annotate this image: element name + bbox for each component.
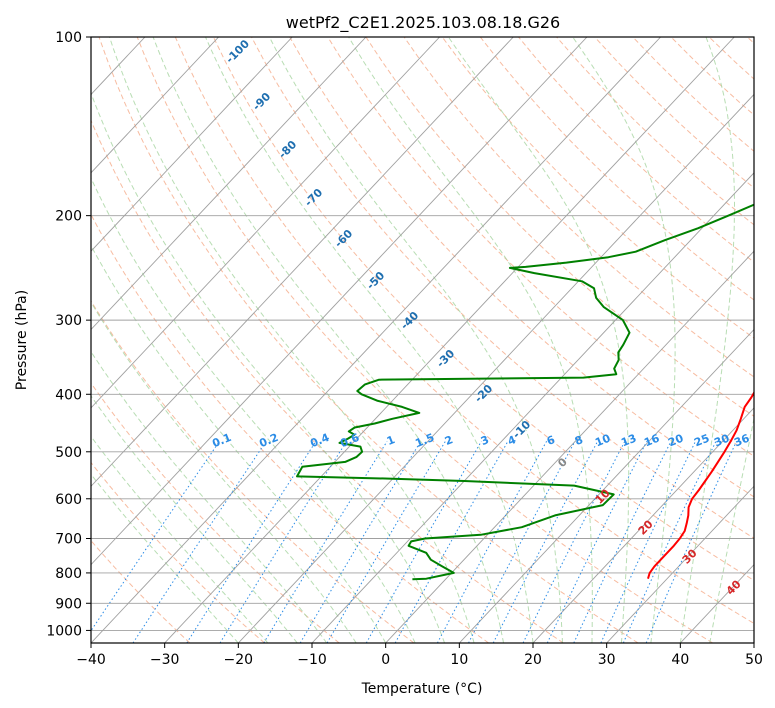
- mixing-ratio-label: 10: [593, 432, 612, 450]
- isotherm: [606, 485, 754, 643]
- isotherm: [91, 37, 514, 487]
- isotherm: [385, 250, 754, 643]
- moist-adiabat: [679, 37, 735, 643]
- y-tick-label: 800: [55, 566, 82, 582]
- y-tick-label: 1000: [46, 623, 82, 639]
- isotherm: [238, 93, 754, 643]
- chart-title: wetPf2_C2E1.2025.103.08.18.G26: [286, 13, 560, 33]
- isotherm: [91, 37, 588, 566]
- y-tick-label: 700: [55, 532, 82, 548]
- isotherm: [459, 328, 754, 643]
- x-tick-label: 50: [745, 652, 763, 668]
- x-tick-label: −10: [297, 652, 327, 668]
- isotherm: [91, 37, 367, 331]
- mixing-ratio-label: 13: [619, 432, 638, 450]
- dry-adiabat: [91, 539, 191, 643]
- dry-adiabat: [91, 119, 564, 643]
- axes: −40 −30 −20 −10 0 10 20 30 40 50 100 200 300 400 500 60…: [46, 30, 763, 668]
- mixing-ratio-line: [436, 441, 548, 643]
- mixing-ratio-line: [394, 441, 509, 643]
- isotherm: [91, 37, 440, 409]
- mixing-ratio-line: [299, 441, 422, 643]
- dry-adiabat: [91, 461, 265, 643]
- moist-adiabat: [91, 244, 387, 643]
- mixing-ratio-line: [645, 441, 738, 643]
- y-axis-label: Pressure (hPa): [14, 290, 30, 390]
- moist-adiabat: [91, 301, 357, 643]
- isotherm: [164, 37, 735, 643]
- moist-adiabat: [572, 37, 676, 643]
- moist-adiabat: [447, 37, 630, 643]
- mixing-ratio-line: [326, 441, 446, 643]
- mixing-ratio-line: [546, 441, 648, 643]
- x-tick-label: 40: [671, 652, 689, 668]
- moist-adiabat: [91, 91, 446, 643]
- dry-adiabat: [136, 37, 713, 643]
- data-layer: [296, 203, 754, 581]
- moist-adiabat: [709, 416, 754, 643]
- dry-adiabat: [289, 37, 754, 498]
- mixing-ratio-label: 1: [385, 433, 397, 448]
- dry-adiabat: [174, 37, 754, 625]
- moist-adiabat: [91, 473, 239, 643]
- isotherm: [311, 172, 754, 643]
- y-tick-label: 100: [55, 30, 82, 46]
- moist-adiabat: [152, 37, 504, 643]
- mixing-ratio-label: 30: [712, 432, 731, 450]
- mixing-ratio-label: 36: [732, 432, 751, 450]
- mixing-ratio-line: [219, 441, 348, 643]
- plot-frame: [90, 36, 755, 644]
- x-tick-label: −30: [150, 652, 180, 668]
- mixing-ratio-label: 3: [479, 433, 491, 448]
- x-tick-label: 0: [381, 652, 390, 668]
- mixing-ratio-line: [91, 441, 220, 632]
- mixing-ratio-label: 20: [666, 432, 685, 450]
- background-lines: [91, 37, 754, 643]
- dry-adiabat: [403, 37, 754, 378]
- mixing-ratio-line: [263, 441, 388, 643]
- isotherm: [91, 37, 661, 643]
- dry-adiabat: [251, 37, 754, 539]
- y-tick-label: 300: [55, 313, 82, 329]
- x-tick-label: −40: [76, 652, 106, 668]
- dry-adiabat: [212, 37, 754, 582]
- moist-adiabat: [205, 37, 534, 643]
- x-axis-label: Temperature (°C): [361, 681, 483, 697]
- mixing-ratio-label: 25: [692, 432, 711, 450]
- y-tick-label: 900: [55, 596, 82, 612]
- dry-adiabat: [441, 37, 754, 339]
- mixing-ratio-label: 2: [443, 433, 455, 448]
- mixing-ratio-line: [186, 441, 317, 643]
- moist-adiabat: [268, 37, 563, 643]
- temperature-profile-line: [647, 390, 754, 579]
- x-tick-label: −20: [224, 652, 254, 668]
- dry-adiabat: [327, 37, 754, 457]
- mixing-ratio-label: 8: [573, 433, 585, 448]
- mixing-ratio-line: [365, 441, 482, 643]
- x-tick-label: 30: [598, 652, 616, 668]
- dry-adiabat: [91, 213, 489, 643]
- moist-adiabat: [91, 350, 328, 643]
- y-tick-label: 500: [55, 445, 82, 461]
- dry-adiabat: [98, 37, 639, 643]
- isotherm: [532, 407, 754, 643]
- mixing-ratio-line: [132, 441, 267, 643]
- x-tick-label: 20: [524, 652, 542, 668]
- mixing-ratio-label: 16: [642, 432, 661, 450]
- isotherm: [91, 37, 293, 252]
- x-tick-label: 10: [450, 652, 468, 668]
- y-tick-label: 600: [55, 492, 82, 508]
- moist-adiabat: [91, 435, 269, 643]
- isotherm: [91, 37, 219, 174]
- y-tick-label: 200: [55, 209, 82, 225]
- moist-adiabat: [109, 37, 475, 643]
- y-tick-label: 400: [55, 387, 82, 403]
- dewpoint-profile-line: [296, 203, 754, 581]
